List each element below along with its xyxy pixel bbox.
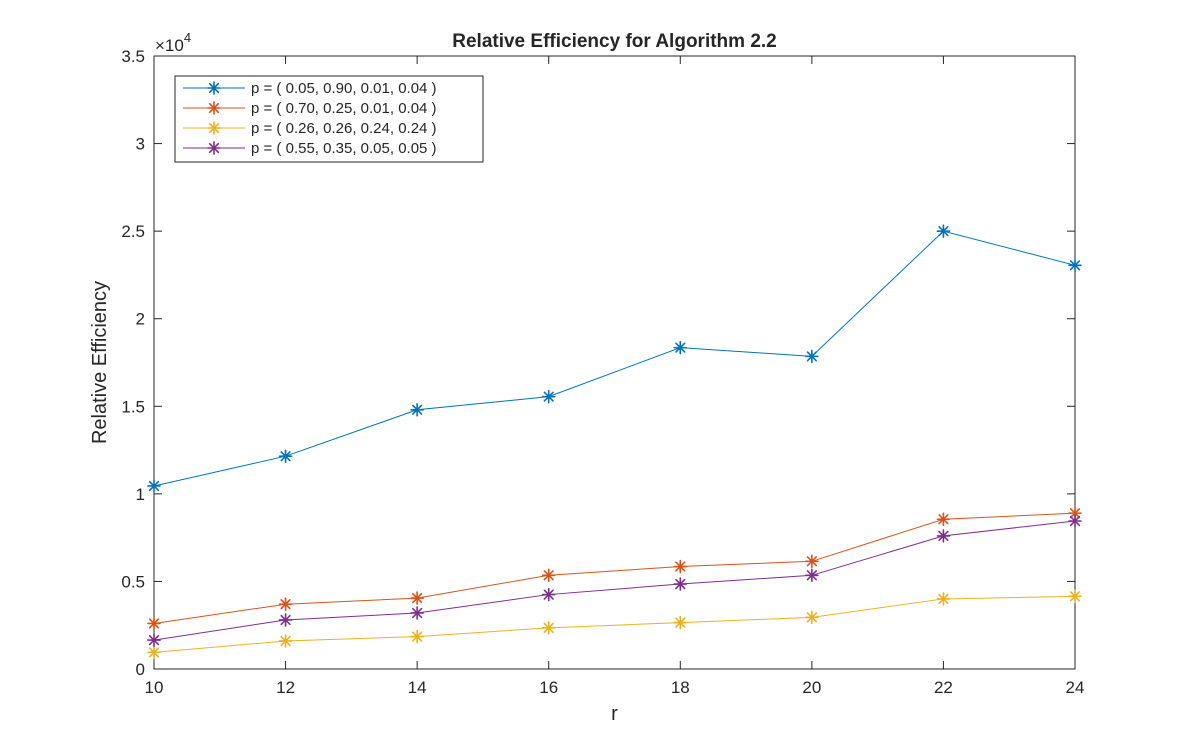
data-point bbox=[278, 634, 293, 648]
legend-label: p = ( 0.55, 0.35, 0.05, 0.05 ) bbox=[251, 140, 437, 157]
data-point bbox=[1068, 514, 1082, 528]
data-point bbox=[278, 597, 293, 611]
data-point bbox=[805, 554, 819, 569]
y-scale-exponent: 4 bbox=[184, 30, 191, 45]
data-point bbox=[147, 616, 161, 631]
legend-label: p = ( 0.05, 0.90, 0.01, 0.04 ) bbox=[251, 80, 437, 97]
legend-marker bbox=[207, 101, 221, 115]
data-point bbox=[410, 402, 424, 417]
y-tick-label: 3.5 bbox=[121, 47, 145, 66]
y-axis: 0 0.5 1 1.5 2 2.5 3 3.5 bbox=[121, 47, 1075, 679]
data-point bbox=[805, 610, 819, 625]
legend-marker bbox=[207, 141, 221, 155]
x-axis: 10 12 14 16 18 20 22 24 bbox=[145, 56, 1085, 697]
series-4 bbox=[147, 514, 1082, 647]
y-tick-label: 2.5 bbox=[121, 222, 145, 241]
legend-item: p = ( 0.26, 0.26, 0.24, 0.24 ) bbox=[183, 120, 437, 137]
data-point bbox=[541, 621, 556, 635]
data-point bbox=[805, 349, 819, 364]
y-tick-label: 3 bbox=[136, 135, 145, 154]
data-point bbox=[936, 529, 951, 543]
y-tick-label: 1 bbox=[136, 485, 145, 504]
data-point bbox=[278, 613, 293, 627]
legend-label: p = ( 0.26, 0.26, 0.24, 0.24 ) bbox=[251, 120, 437, 137]
data-point bbox=[936, 224, 951, 238]
data-point bbox=[673, 615, 688, 630]
x-tick-label: 16 bbox=[539, 678, 558, 697]
x-tick-label: 18 bbox=[671, 678, 690, 697]
legend-marker bbox=[207, 121, 221, 135]
data-point bbox=[278, 449, 293, 464]
data-point bbox=[936, 592, 951, 606]
data-point bbox=[410, 606, 424, 620]
series-line bbox=[153, 595, 1076, 653]
y-scale-multiplier: ×104 bbox=[155, 30, 191, 55]
y-scale-base: ×10 bbox=[155, 36, 184, 55]
legend-label: p = ( 0.70, 0.25, 0.01, 0.04 ) bbox=[251, 100, 437, 117]
data-point bbox=[541, 389, 556, 404]
data-point bbox=[805, 568, 819, 583]
data-point bbox=[1068, 589, 1082, 604]
x-tick-label: 12 bbox=[276, 678, 295, 697]
legend: p = ( 0.05, 0.90, 0.01, 0.04 ) p = ( 0.70… bbox=[174, 75, 484, 163]
legend-marker bbox=[207, 81, 221, 95]
y-axis-title: Relative Efficiency bbox=[89, 281, 111, 444]
legend-item: p = ( 0.70, 0.25, 0.01, 0.04 ) bbox=[183, 100, 437, 117]
y-tick-label: 0 bbox=[136, 660, 145, 679]
series-2 bbox=[147, 506, 1082, 631]
data-point bbox=[541, 568, 556, 583]
x-axis-title: r bbox=[611, 703, 618, 725]
data-point bbox=[147, 645, 161, 660]
series-1 bbox=[147, 224, 1082, 493]
data-point bbox=[673, 577, 688, 591]
x-tick-label: 14 bbox=[408, 678, 427, 697]
y-tick-label: 0.5 bbox=[121, 572, 145, 591]
data-point bbox=[1068, 506, 1082, 520]
data-point bbox=[147, 479, 161, 493]
x-tick-label: 20 bbox=[802, 678, 821, 697]
series-group bbox=[147, 224, 1082, 660]
data-point bbox=[541, 587, 556, 602]
data-point bbox=[410, 629, 424, 644]
series-line bbox=[153, 512, 1076, 624]
x-tick-label: 22 bbox=[934, 678, 953, 697]
data-point bbox=[673, 559, 688, 574]
data-point bbox=[1068, 258, 1082, 273]
y-tick-label: 2 bbox=[136, 310, 145, 329]
data-point bbox=[673, 340, 688, 355]
series-line bbox=[153, 520, 1076, 641]
x-tick-label: 10 bbox=[145, 678, 164, 697]
series-line bbox=[153, 230, 1076, 487]
data-point bbox=[936, 512, 951, 527]
x-tick-label: 24 bbox=[1066, 678, 1085, 697]
y-tick-label: 1.5 bbox=[121, 397, 145, 416]
series-3 bbox=[147, 589, 1082, 660]
chart-title: Relative Efficiency for Algorithm 2.2 bbox=[452, 31, 777, 52]
legend-item: p = ( 0.55, 0.35, 0.05, 0.05 ) bbox=[183, 140, 437, 157]
legend-item: p = ( 0.05, 0.90, 0.01, 0.04 ) bbox=[183, 80, 437, 97]
data-point bbox=[147, 633, 161, 647]
data-point bbox=[410, 591, 424, 605]
